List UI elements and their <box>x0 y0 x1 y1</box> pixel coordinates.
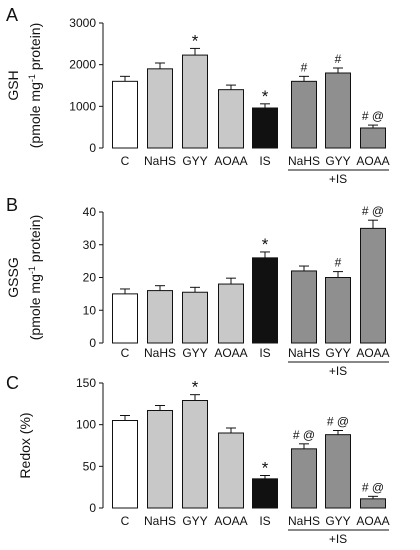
panel-label: B <box>6 195 18 215</box>
y-tick-label: 3000 <box>69 16 96 30</box>
bar <box>360 498 386 509</box>
bar <box>112 293 138 344</box>
y-tick-label: 0 <box>89 141 96 155</box>
group-label: +IS <box>329 532 347 546</box>
bar <box>112 80 138 149</box>
category-label: AOAA <box>214 154 247 168</box>
category-label: C <box>121 346 130 360</box>
category-label: AOAA <box>214 346 247 360</box>
category-label: NaHS <box>144 154 176 168</box>
bar <box>112 420 138 509</box>
bar <box>291 80 317 149</box>
y-tick-label: 1000 <box>69 99 96 113</box>
significance-annotation: * <box>262 235 269 254</box>
panel-label: A <box>6 5 18 25</box>
category-label: C <box>121 154 130 168</box>
category-label: GYY <box>325 346 350 360</box>
significance-annotation: # @ <box>362 204 384 218</box>
y-tick-label: 0 <box>89 336 96 350</box>
bar <box>218 432 244 509</box>
bar <box>182 400 208 509</box>
bar <box>325 434 351 509</box>
significance-annotation: # @ <box>327 415 349 429</box>
category-label: AOAA <box>356 346 389 360</box>
significance-annotation: * <box>262 87 269 106</box>
bar <box>218 89 244 149</box>
y-tick-label: 150 <box>76 376 96 390</box>
y-axis-unit-label: (pmole mg-1 protein) <box>27 23 43 149</box>
category-label: AOAA <box>356 154 389 168</box>
group-label: +IS <box>329 172 347 186</box>
category-label: IS <box>259 346 270 360</box>
chart-panel-a: A 0 1000 2000 3000 GSH (pmole mg-1 protein) C Na… <box>5 5 390 186</box>
category-label: GYY <box>325 514 350 528</box>
y-axis-unit-suffix: protein) <box>27 215 43 266</box>
bar <box>325 72 351 149</box>
bar <box>218 283 244 344</box>
y-tick-label: 50 <box>83 459 97 473</box>
category-label: GYY <box>182 514 207 528</box>
category-label: GYY <box>182 154 207 168</box>
category-label: C <box>121 514 130 528</box>
bar <box>252 257 278 344</box>
category-label: AOAA <box>356 514 389 528</box>
panel-label: C <box>6 373 19 393</box>
bar <box>147 410 173 509</box>
bar <box>182 291 208 344</box>
y-tick-label: 0 <box>89 501 96 515</box>
category-label: NaHS <box>288 154 320 168</box>
bar <box>147 290 173 344</box>
category-label: AOAA <box>214 514 247 528</box>
category-label: GYY <box>182 346 207 360</box>
y-axis-unit-prefix: (pmole mg <box>27 274 43 340</box>
significance-annotation: # <box>301 60 308 74</box>
significance-annotation: * <box>192 31 199 50</box>
bar <box>291 270 317 344</box>
y-tick-label: 30 <box>83 238 97 252</box>
y-axis-label: GSH <box>5 70 21 100</box>
y-tick-label: 10 <box>83 303 97 317</box>
bar <box>147 68 173 149</box>
category-label: GYY <box>325 154 350 168</box>
y-axis-label: Redox (%) <box>17 412 33 478</box>
y-tick-label: 2000 <box>69 58 96 72</box>
significance-annotation: # @ <box>362 480 384 494</box>
y-axis-unit-suffix: protein) <box>27 23 43 74</box>
bar <box>360 127 386 149</box>
chart-panel-c: C 0 50 100 150 Redox (%) C NaHS * GYY AOAA * IS # @ Na… <box>6 373 390 546</box>
category-label: IS <box>259 514 270 528</box>
chart-panel-b: B 0 10 20 30 40 GSSG (pmole mg-1 protein) C NaHS G… <box>5 195 390 378</box>
bar <box>360 227 386 344</box>
y-axis-unit-label: (pmole mg-1 protein) <box>27 215 43 341</box>
significance-annotation: # <box>335 52 342 66</box>
y-axis-unit-superscript: -1 <box>27 74 37 82</box>
category-label: NaHS <box>144 346 176 360</box>
bar <box>291 448 317 509</box>
y-axis-unit-prefix: (pmole mg <box>27 82 43 148</box>
category-label: NaHS <box>144 514 176 528</box>
category-label: NaHS <box>288 346 320 360</box>
significance-annotation: # @ <box>293 428 315 442</box>
category-label: IS <box>259 154 270 168</box>
group-label: +IS <box>329 364 347 378</box>
category-label: NaHS <box>288 514 320 528</box>
y-tick-label: 20 <box>83 271 97 285</box>
significance-annotation: # @ <box>362 109 384 123</box>
significance-annotation: # <box>335 256 342 270</box>
significance-annotation: * <box>192 378 199 397</box>
y-axis-label: GSSG <box>5 257 21 297</box>
bar <box>325 277 351 344</box>
significance-annotation: * <box>262 459 269 478</box>
bar <box>252 478 278 509</box>
y-tick-label: 40 <box>83 205 97 219</box>
y-axis-unit-superscript: -1 <box>27 266 37 274</box>
bar <box>182 54 208 149</box>
y-tick-label: 100 <box>76 418 96 432</box>
bar <box>252 107 278 149</box>
